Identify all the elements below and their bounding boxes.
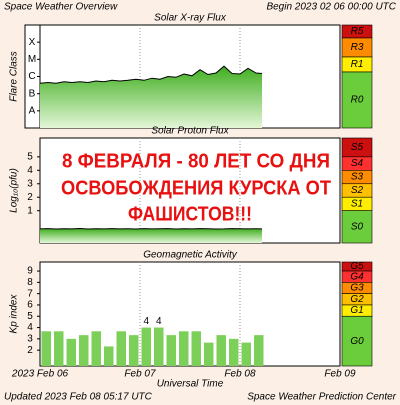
panel-title: Geomagnetic Activity (143, 250, 238, 261)
plot-area (39, 261, 341, 367)
y-tick-label: 7 (27, 288, 33, 299)
scale-box (341, 71, 373, 129)
annotation-line: ОСВОБОЖДЕНИЯ КУРСКА ОТ (61, 177, 331, 199)
scale-label: S1 (351, 199, 363, 210)
panel-title: Solar X-ray Flux (154, 13, 227, 24)
bar (66, 338, 76, 366)
scale-box (341, 210, 373, 244)
header-title: Space Weather Overview (4, 2, 118, 13)
bar (129, 335, 139, 366)
bar (41, 331, 51, 366)
y-tick-label: 8 (27, 277, 33, 288)
y-tick-label: M (28, 54, 36, 65)
bar (104, 346, 114, 366)
y-tick-label: 4 (27, 165, 33, 176)
bar (54, 331, 64, 366)
scale-label: G3 (350, 283, 364, 294)
bar (141, 327, 151, 366)
footer-center: Space Weather Prediction Center (247, 392, 396, 403)
line (39, 227, 263, 230)
y-tick-label: 6 (27, 300, 33, 311)
y-tick-label: B (29, 88, 36, 99)
scale-label: G2 (350, 294, 364, 305)
value-label: 4 (156, 316, 162, 327)
y-tick-label: 5 (27, 311, 33, 322)
y-tick-label: 2 (27, 345, 33, 356)
header-begin: Begin 2023 02 06 00:00 UTC (266, 2, 396, 13)
panel-title: Solar Proton Flux (151, 126, 229, 137)
annotation: 8 ФЕВРАЛЯ - 80 ЛЕТ СО ДНЯ ОСВОБОЖДЕНИЯ К… (61, 150, 331, 225)
y-tick-label: 4 (27, 322, 33, 333)
scale-label: S4 (351, 158, 364, 169)
x-axis-label: Universal Time (157, 379, 224, 390)
y-tick-label: 1 (27, 205, 33, 216)
scale-label: R3 (351, 42, 364, 53)
bar (229, 338, 239, 366)
y-tick-label: 9 (27, 266, 33, 277)
y-tick-label: A (29, 105, 36, 116)
bar (241, 342, 251, 366)
scale-label: R5 (351, 26, 364, 37)
bar (191, 331, 201, 366)
area (40, 66, 262, 128)
y-tick-label: 3 (27, 334, 33, 345)
area (40, 228, 262, 243)
bar (254, 335, 264, 366)
bar (179, 331, 189, 366)
bar (116, 331, 126, 366)
scale-label: G0 (350, 336, 364, 347)
scale-label: S3 (351, 172, 364, 183)
scale-box (341, 315, 373, 367)
scale-label: S5 (351, 142, 364, 153)
scale-label: R0 (351, 95, 364, 106)
y-tick-label: 5 (27, 151, 33, 162)
x-tick-label: Feb 08 (224, 369, 256, 380)
y-axis-label: Log₁₀(pfu) (9, 168, 20, 213)
plot-area (39, 137, 341, 244)
bar (79, 335, 89, 366)
scale-label: S0 (351, 221, 364, 232)
y-tick-label: C (28, 71, 35, 82)
x-tick-label: Feb 09 (324, 369, 356, 380)
y-axis-label: Flare Class (9, 51, 20, 102)
x-tick-label: 2023 Feb 06 (11, 369, 69, 380)
scale-label: S2 (351, 185, 364, 196)
y-tick-label: X (29, 37, 36, 48)
y-tick-label: 3 (27, 178, 33, 189)
scale-label: G4 (350, 271, 364, 282)
footer-updated: Updated 2023 Feb 08 05:17 UTC (4, 392, 153, 403)
bar (166, 335, 176, 366)
scale-label: R1 (351, 59, 364, 70)
scale-label: G1 (350, 305, 363, 316)
value-label: 4 (143, 316, 149, 327)
y-axis-label: Kp index (9, 294, 20, 334)
bar (216, 335, 226, 366)
scale-label: G5 (350, 261, 364, 272)
bar (204, 342, 214, 366)
line (39, 65, 263, 84)
bar (154, 327, 164, 366)
y-tick-label: 2 (27, 192, 33, 203)
x-tick-label: Feb 07 (124, 369, 156, 380)
bar (91, 331, 101, 366)
annotation-line: 8 ФЕВРАЛЯ - 80 ЛЕТ СО ДНЯ (62, 150, 330, 172)
annotation-line: ФАШИСТОВ!!! (128, 203, 252, 225)
